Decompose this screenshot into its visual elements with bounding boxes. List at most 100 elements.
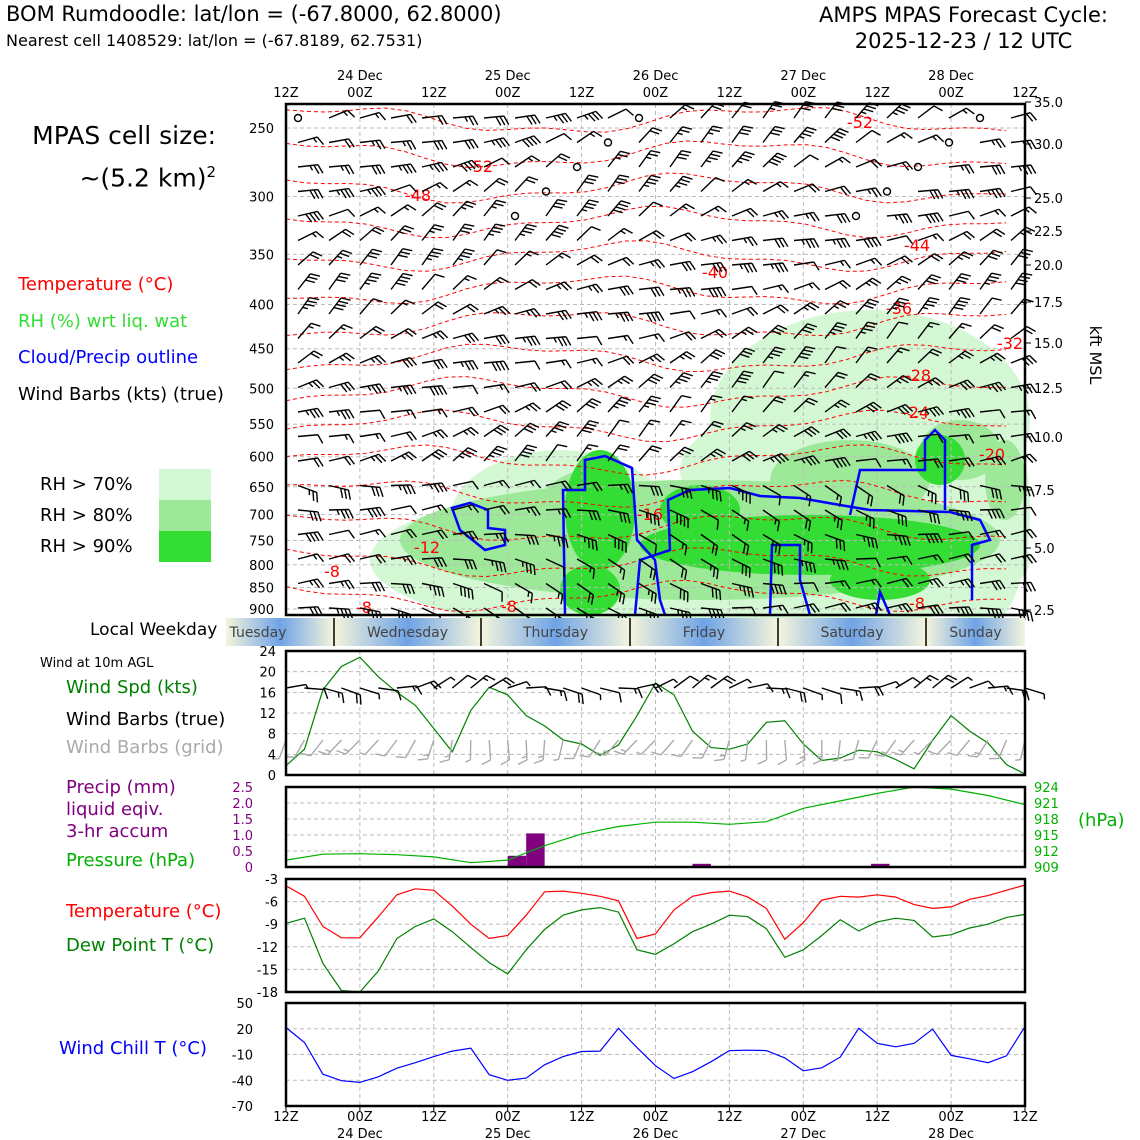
upper-wind-barb-flag (994, 554, 1003, 564)
upper-wind-barb-flag (494, 448, 505, 453)
top-time-tick: 12Z (864, 86, 890, 101)
upper-wind-barb-half-flag (832, 559, 836, 566)
upper-wind-barb-flag (867, 346, 878, 350)
upper-wind-barb (545, 582, 564, 605)
upper-wind-barb (545, 224, 569, 241)
upper-wind-barb (359, 298, 383, 315)
upper-wind-barb-flag (348, 409, 355, 419)
upper-wind-barb (390, 184, 418, 193)
surface-wind-barb-true-staff (341, 687, 361, 696)
upper-wind-barb (359, 164, 386, 175)
isotherm-line (285, 140, 1007, 168)
upper-wind-barb-flag (406, 140, 413, 151)
upper-wind-barb-flag (499, 533, 506, 543)
upper-wind-barb-flag (409, 505, 417, 515)
upper-wind-barb (979, 579, 1006, 591)
upper-wind-barb-flag (316, 492, 319, 503)
upper-wind-barb (917, 348, 942, 364)
rh70-swatch (159, 469, 211, 500)
upper-wind-barb-staff (297, 350, 315, 364)
upper-wind-barb-half-flag (527, 591, 530, 597)
upper-wind-barb (390, 384, 417, 395)
panel4-ytick: -15 (257, 963, 278, 978)
upper-wind-barb (731, 306, 759, 317)
upper-wind-barb (483, 157, 510, 168)
upper-wind-barb-flag (836, 130, 846, 136)
upper-wind-barb (638, 201, 663, 217)
upper-wind-barb (824, 509, 843, 531)
upper-wind-barb-flag (369, 275, 379, 279)
upper-wind-barb-half-flag (308, 325, 314, 329)
upper-wind-barb-flag (338, 275, 349, 280)
upper-wind-barb (1010, 248, 1034, 266)
surface-wind-barb-grid (795, 739, 806, 766)
upper-wind-barb-half-flag (798, 135, 805, 139)
upper-wind-barb-half-flag (739, 263, 744, 270)
upper-wind-barb-flag (995, 509, 1001, 519)
upper-wind-barb-flag (552, 205, 563, 209)
panel2-frame (284, 649, 1027, 777)
upper-wind-barb (607, 227, 633, 242)
upper-wind-barb-flag (1026, 486, 1031, 497)
upper-wind-barb-flag (773, 563, 776, 573)
upper-wind-barb-flag (901, 275, 912, 281)
pressure-tick: 550 (249, 418, 274, 433)
upper-wind-barb-flag (502, 505, 510, 514)
upper-wind-barb-flag (960, 409, 967, 419)
upper-wind-barb-flag (309, 532, 316, 542)
upper-wind-barb-flag (379, 581, 386, 592)
upper-wind-barb-staff (669, 150, 683, 168)
upper-wind-barb-flag (841, 156, 851, 164)
upper-wind-barb-half-flag (960, 580, 965, 586)
upper-wind-barb-staff (731, 326, 749, 340)
upper-wind-barb-half-flag (367, 189, 372, 195)
upper-wind-barb-flag (958, 300, 969, 304)
upper-wind-barb (855, 277, 882, 291)
calm-wind-circle (510, 211, 520, 221)
upper-wind-barb-flag (405, 299, 415, 305)
upper-wind-barb (545, 421, 570, 437)
upper-wind-barb (731, 207, 759, 218)
upper-wind-barb-flag (340, 410, 347, 420)
upper-wind-barb-flag (989, 275, 1000, 280)
upper-wind-barb-flag (379, 383, 386, 393)
upper-wind-barb-flag (750, 207, 759, 216)
upper-wind-barb-flag (561, 336, 568, 347)
upper-wind-barb-flag (503, 532, 510, 543)
upper-wind-barb-flag (406, 484, 412, 495)
upper-wind-barb-flag (378, 529, 387, 538)
upper-wind-barb-flag (991, 165, 998, 175)
upper-wind-barb-half-flag (707, 487, 710, 494)
upper-wind-barb-half-flag (553, 337, 558, 343)
upper-wind-barb (483, 249, 507, 266)
upper-wind-barb-flag (433, 247, 444, 252)
surface-wind-barb-grid-half-flag (343, 748, 349, 752)
upper-wind-barb (793, 302, 820, 315)
upper-wind-barb-staff (793, 261, 814, 266)
upper-wind-barb (793, 126, 817, 143)
upper-wind-barb (793, 154, 819, 168)
upper-wind-barb-flag (464, 361, 471, 371)
upper-wind-barb-flag (348, 579, 355, 589)
upper-wind-barb-staff (421, 301, 439, 315)
upper-wind-barb-flag (534, 114, 541, 124)
upper-wind-barb (421, 114, 448, 125)
upper-wind-barb-half-flag (647, 589, 650, 596)
upper-wind-barb-flag (495, 223, 506, 227)
upper-wind-barb-flag (340, 383, 348, 393)
upper-wind-barb-flag (937, 458, 944, 468)
bottom-date-label: 24 Dec (337, 1127, 383, 1140)
upper-wind-barb-flag (898, 434, 905, 444)
upper-wind-barb (824, 399, 850, 413)
upper-wind-barb-flag (899, 297, 910, 302)
upper-wind-barb (607, 483, 634, 494)
upper-wind-barb (576, 377, 603, 389)
upper-wind-barb-flag (499, 335, 506, 345)
upper-wind-barb-flag (441, 385, 448, 395)
upper-wind-barb-flag (375, 582, 382, 592)
upper-wind-barb-flag (347, 208, 356, 218)
isotherm-label: -8 (324, 562, 340, 581)
upper-wind-barb-flag (531, 155, 541, 162)
upper-wind-barb-staff (297, 434, 318, 438)
surface-wind-barb-true-flag (341, 693, 345, 704)
